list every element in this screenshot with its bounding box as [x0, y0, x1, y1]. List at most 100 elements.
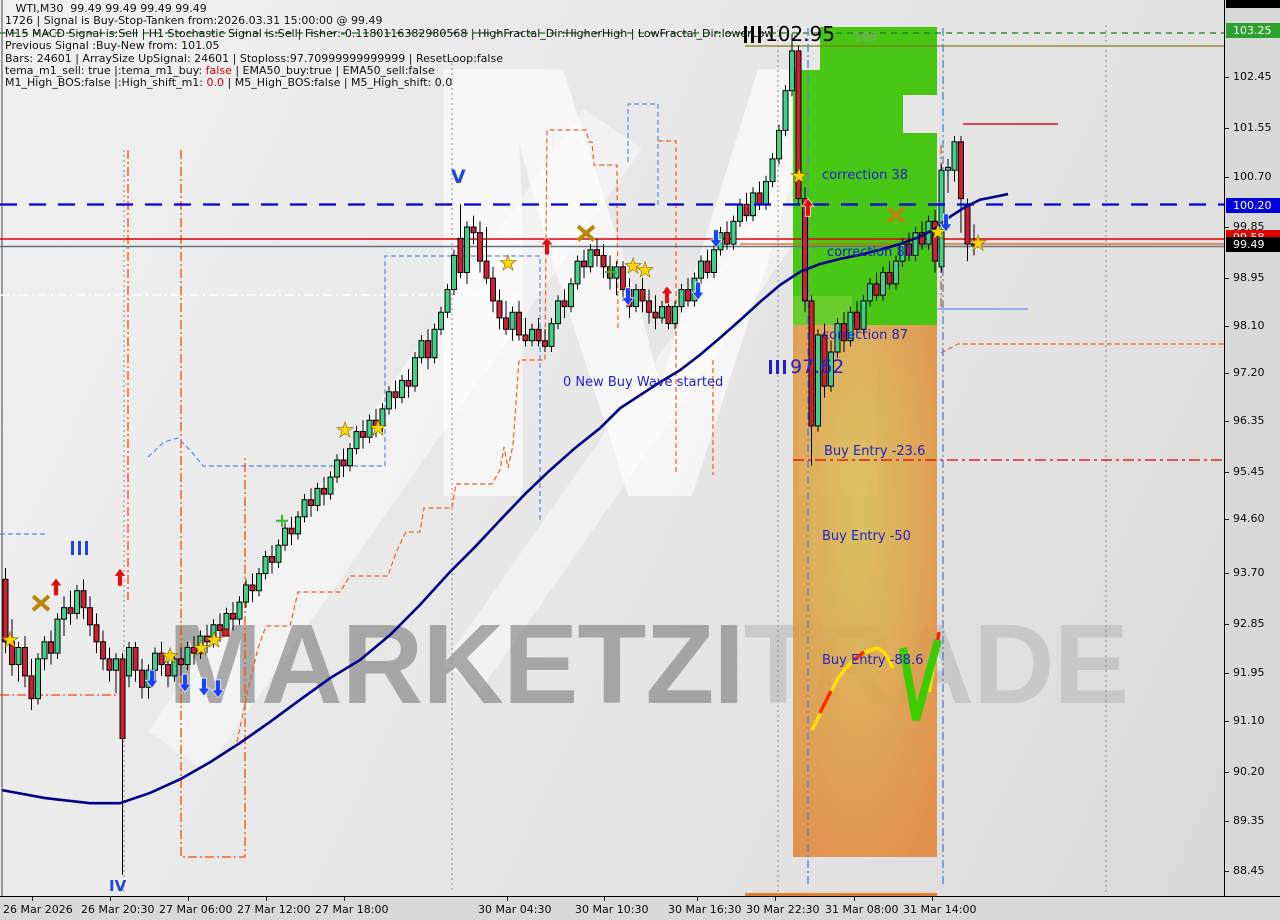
candle-up: [54, 618, 61, 654]
candle-down: [9, 641, 15, 666]
candle-up: [379, 408, 386, 427]
candle-down: [646, 300, 652, 313]
candle-up: [275, 544, 282, 563]
candle-down: [132, 646, 139, 671]
x-marker: [31, 594, 51, 612]
price-tick: [1225, 821, 1229, 822]
star-marker: ★: [1, 628, 20, 652]
time-label: 30 Mar 10:30: [575, 903, 649, 916]
star-marker: ★: [790, 164, 809, 188]
candle-down: [22, 646, 28, 677]
time-axis[interactable]: 26 Mar 2026 26 Mar 20:30 27 Mar 06:00 27 Ma…: [0, 896, 1280, 920]
candle-down: [470, 226, 477, 234]
time-tick: [507, 897, 508, 901]
candle-up: [314, 487, 321, 506]
candle-down: [600, 254, 607, 268]
price-label: 99.85: [1233, 220, 1265, 233]
signal-markers: ★★ ★★★ ★★ ★★★★ ★: [0, 164, 988, 699]
candle-down: [360, 431, 366, 438]
candle-down: [308, 499, 314, 506]
candle-down: [217, 624, 223, 631]
price-tick: [1225, 278, 1229, 279]
time-label: 30 Mar 16:30: [668, 903, 742, 916]
candle-up: [828, 351, 834, 387]
trail-right: [940, 343, 1224, 354]
price-label: 92.85: [1233, 617, 1265, 630]
candle-down: [932, 220, 938, 262]
price-tick: [1225, 673, 1229, 674]
candle-up: [295, 516, 301, 535]
candle-up: [698, 260, 704, 279]
sell-arrow: [660, 285, 674, 305]
candle-down: [821, 334, 828, 387]
candle-down: [743, 203, 750, 217]
candle-up: [776, 129, 782, 160]
price-label: 99.49: [1226, 237, 1280, 252]
candle-up: [171, 658, 178, 677]
candle-down: [80, 590, 87, 609]
candle-down: [392, 391, 399, 398]
time-tick: [110, 897, 111, 901]
price-label: 102.45: [1233, 70, 1272, 83]
candle-down: [652, 311, 659, 319]
price-label: 89.35: [1233, 814, 1265, 827]
candle-up: [386, 391, 392, 410]
candle-up: [633, 289, 639, 308]
zone-notch: [903, 95, 937, 133]
star-marker: ★: [636, 258, 655, 282]
ema-line: [1, 192, 1009, 805]
brand-text-dark: MARKETZ: [168, 601, 714, 727]
tema-red-1: [818, 690, 833, 714]
candle-down: [841, 323, 847, 342]
info-line: tema_m1_sell: true |:tema_m1_buy: false …: [5, 64, 435, 78]
buy-zone-green: [793, 27, 937, 325]
candle-down: [119, 658, 126, 739]
buy-arrow: [621, 287, 635, 307]
candle-up: [301, 499, 308, 518]
candle-down: [795, 50, 802, 200]
buy-zone-green-light: [793, 296, 852, 325]
time-tick: [604, 897, 605, 901]
star-marker: ★: [192, 636, 211, 660]
candle-down: [561, 300, 568, 308]
candle-down: [522, 334, 529, 342]
indicator-lines-under: [0, 25, 1224, 893]
candle-up: [35, 658, 41, 700]
candle-up: [418, 340, 425, 359]
candle-down: [620, 266, 626, 291]
time-label: 31 Mar 08:00: [825, 903, 899, 916]
axis-highlight-strip: [745, 893, 937, 897]
time-tick: [932, 897, 933, 901]
time-label: 26 Mar 20:30: [81, 903, 155, 916]
green-check-v: [899, 638, 942, 722]
candle-up: [327, 476, 334, 495]
sell-arrow: [49, 577, 63, 597]
candle-down: [106, 658, 113, 671]
price-axis[interactable]: 103.25102.45101.55100.70100.2099.8599.58…: [1224, 0, 1280, 896]
buy-arrow: [197, 677, 211, 697]
candle-down: [483, 260, 490, 279]
info-line: M1_High_BOS:false |:High_shift_m1: 0.0 |…: [5, 76, 453, 90]
candle-down: [340, 459, 347, 467]
candle-down: [178, 658, 184, 666]
trail-staircase-2: [658, 140, 677, 475]
star-marker: ★: [205, 628, 224, 652]
candle-down: [971, 243, 977, 246]
star-marker: ★: [336, 418, 355, 442]
price-label: 98.10: [1233, 319, 1265, 332]
candle-up: [353, 431, 360, 450]
fractal-box: [627, 103, 659, 207]
info-line: WTI,M30 99.49 99.49 99.49 99.49: [5, 2, 207, 15]
candle-down: [2, 578, 9, 643]
candle-down: [373, 419, 379, 427]
candle-down: [477, 232, 483, 262]
candle-up: [509, 311, 516, 330]
candle-up: [210, 624, 217, 643]
brand-bar: I: [713, 601, 744, 727]
price-tick: [1225, 871, 1229, 872]
price-label: 94.60: [1233, 512, 1265, 525]
candle-up: [678, 289, 685, 308]
candle-down: [639, 289, 646, 302]
price-tick: [1225, 421, 1229, 422]
